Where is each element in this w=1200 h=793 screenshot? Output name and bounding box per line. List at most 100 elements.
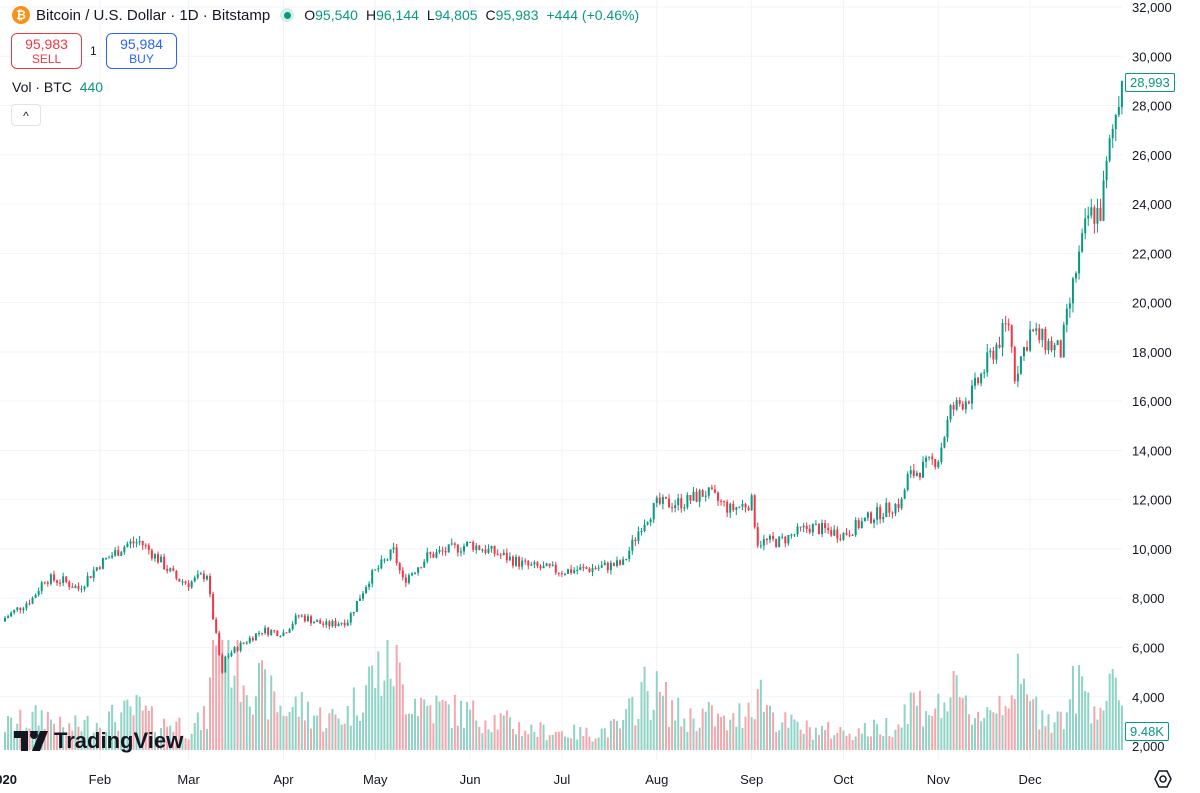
volume-bar (671, 700, 674, 750)
volume-bar (958, 697, 961, 750)
candle-body (1078, 251, 1081, 274)
volume-bar (291, 706, 294, 750)
candle-body (943, 437, 946, 448)
volume-bar (567, 737, 570, 750)
volume-bar (548, 735, 551, 750)
volume-bar (612, 718, 615, 750)
volume-bar (59, 716, 62, 750)
candle-body (401, 570, 404, 578)
bitcoin-icon: ₿ (12, 6, 30, 24)
volume-bar (873, 719, 876, 750)
buy-button[interactable]: 95,984 BUY (106, 33, 177, 69)
candle-body (579, 567, 582, 571)
volume-bar (362, 712, 365, 750)
volume-bar (582, 736, 585, 750)
volume-bar (909, 692, 912, 750)
sell-button[interactable]: 95,983 SELL (11, 33, 82, 69)
volume-bar (71, 730, 74, 750)
candle-body (998, 344, 1001, 348)
volume-bars (4, 640, 1123, 750)
candle-body (1108, 138, 1111, 161)
candle-body (720, 500, 723, 502)
time-tick-label: Mar (177, 772, 200, 787)
volume-bar (135, 694, 138, 750)
candle-body (567, 569, 570, 574)
volume-bar (928, 715, 931, 750)
candle-body (796, 526, 799, 535)
volume-bar (340, 724, 343, 750)
candle-body (270, 630, 273, 635)
volume-bar (775, 732, 778, 750)
volume-bar (759, 679, 762, 750)
candle-body (456, 544, 459, 553)
candle-body (545, 563, 548, 566)
tradingview-logo[interactable]: TradingView (14, 728, 183, 754)
candle-body (40, 582, 43, 592)
volume-bar (355, 715, 358, 750)
candle-body (1071, 278, 1074, 304)
candle-body (257, 632, 260, 634)
candle-body (334, 620, 337, 627)
candle-body (279, 635, 282, 637)
candle-body (147, 545, 150, 551)
volume-bar (539, 722, 542, 750)
volume-bar (530, 724, 533, 750)
volume-legend[interactable]: Vol · BTC 440 (12, 79, 104, 95)
volume-bar (1078, 665, 1081, 750)
candle-body (821, 523, 824, 534)
symbol-title[interactable]: Bitcoin / U.S. Dollar · 1D · Bitstamp (36, 6, 271, 24)
volume-bar (729, 719, 732, 750)
volume-bar (478, 726, 481, 750)
volume-bar (915, 705, 918, 750)
volume-tag: 9.48K (1125, 722, 1169, 741)
candle-body (407, 575, 410, 583)
chevron-up-icon[interactable]: ^ (11, 104, 41, 126)
volume-bar (472, 700, 475, 750)
volume-bar (502, 715, 505, 750)
candle-body (888, 502, 891, 513)
volume-bar (218, 640, 221, 750)
candle-body (499, 554, 502, 556)
candle-body (469, 541, 472, 543)
volume-bar (814, 727, 817, 750)
volume-bar (1059, 711, 1062, 750)
settings-icon[interactable] (1153, 769, 1173, 789)
volume-bar (560, 731, 563, 750)
candle-body (723, 501, 726, 503)
volume-bar (1019, 684, 1022, 750)
candle-body (576, 570, 579, 572)
candle-body (328, 621, 331, 627)
volume-bar (166, 726, 169, 750)
volume-bar (937, 693, 940, 750)
volume-bar (597, 737, 600, 750)
candle-body (793, 534, 796, 536)
volume-bar (337, 718, 340, 750)
candle-body (845, 532, 848, 535)
volume-bar (74, 715, 77, 750)
volume-bar (417, 716, 420, 750)
candle-body (912, 470, 915, 476)
volume-bar (187, 739, 190, 750)
candle-body (949, 405, 952, 420)
volume-bar (300, 692, 303, 750)
candle-body (974, 377, 977, 386)
volume-bar (588, 736, 591, 750)
candle-body (212, 594, 215, 620)
volume-bar (138, 696, 141, 750)
volume-bar (799, 729, 802, 750)
candle-body (49, 574, 52, 584)
volume-bar (77, 726, 80, 750)
candle-body (414, 572, 417, 574)
candle-body (245, 642, 248, 644)
change-value: +444 (+0.46%) (546, 7, 640, 23)
tradingview-logo-icon (14, 731, 48, 751)
candle-body (808, 528, 811, 533)
volume-bar (117, 731, 120, 750)
candle-body (518, 557, 521, 567)
volume-bar (469, 709, 472, 750)
volume-bar (233, 675, 236, 750)
volume-bar (1099, 707, 1102, 750)
market-status-icon[interactable] (280, 8, 295, 22)
volume-bar (698, 727, 701, 750)
